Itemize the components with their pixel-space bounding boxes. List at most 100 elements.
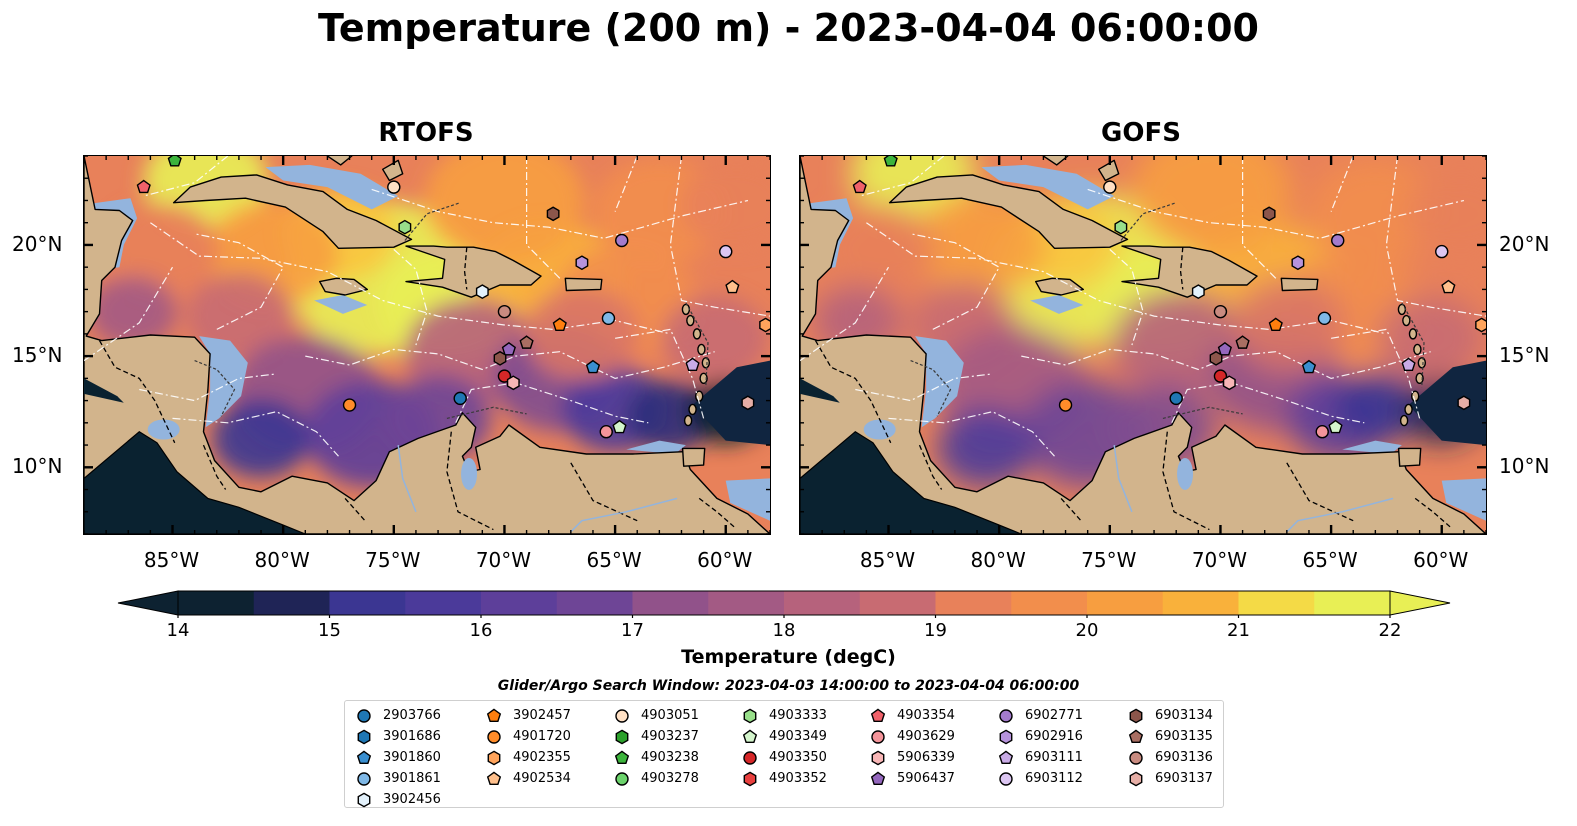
legend-item-4903278: 4903278	[613, 768, 699, 789]
hexagon-marker-icon	[487, 750, 501, 765]
legend-label: 4903278	[641, 771, 699, 786]
legend-label: 6903137	[1155, 771, 1213, 786]
lat-tick-label: 10°N	[12, 454, 63, 479]
legend-item-4903238: 4903238	[613, 747, 699, 768]
circle-marker-icon	[357, 708, 371, 723]
panel-title-gofs: GOFS	[1101, 118, 1181, 148]
float-marker-6902916	[575, 255, 589, 271]
float-marker-6903134	[493, 350, 507, 366]
float-marker-5906339	[506, 375, 520, 391]
circle-marker-icon	[487, 729, 501, 744]
lat-tick-label: 20°N	[12, 231, 63, 256]
float-marker-6903135	[519, 335, 534, 349]
legend-label: 3901686	[383, 729, 441, 744]
legend-item-3902456: 3902456	[355, 789, 441, 810]
legend-marker	[486, 708, 502, 722]
float-marker-6903112	[1435, 244, 1449, 259]
legend-marker	[871, 750, 885, 765]
hexagon-marker-icon	[999, 729, 1013, 744]
lat-tick-label: 15°N	[1499, 343, 1550, 368]
legend-label: 6903112	[1025, 771, 1083, 786]
legend-item-4903051: 4903051	[613, 705, 699, 726]
legend-item-4902355: 4902355	[485, 747, 571, 768]
legend-label: 4902534	[513, 771, 571, 786]
float-marker-6903136	[1213, 304, 1228, 319]
legend-item-6903134: 6903134	[1127, 705, 1213, 726]
float-marker-4903051	[387, 180, 401, 194]
float-marker-2903766	[453, 391, 467, 406]
float-marker-4903238	[883, 156, 898, 167]
float-marker-6903112	[719, 244, 733, 259]
legend-item-6903111: 6903111	[997, 747, 1083, 768]
pentagon-marker-icon	[486, 708, 502, 722]
float-marker-4902355	[1475, 317, 1486, 333]
float-marker-4903051	[1103, 180, 1117, 194]
float-marker-3901860	[1301, 359, 1317, 374]
legend-marker	[871, 729, 885, 744]
legend-marker	[743, 750, 757, 765]
float-marker-6903111	[1401, 357, 1416, 372]
legend-item-3901861: 3901861	[355, 768, 441, 789]
float-marker-6903134	[1262, 206, 1276, 222]
colorbar-tick-label: 21	[1227, 620, 1250, 641]
hexagon-marker-icon	[357, 729, 371, 744]
colorbar-tick-label: 22	[1378, 620, 1402, 641]
legend-label: 3902457	[513, 708, 571, 723]
legend-marker	[1129, 771, 1143, 786]
temperature-map-gofs	[800, 156, 1486, 534]
legend-marker	[1128, 729, 1144, 743]
map-panel-rtofs	[83, 155, 771, 535]
legend-item-6903137: 6903137	[1127, 768, 1213, 789]
pentagon-marker-icon	[870, 708, 886, 722]
legend-item-4903352: 4903352	[741, 768, 827, 789]
legend-marker	[1129, 708, 1143, 723]
legend-marker	[357, 771, 371, 786]
pentagon-marker-icon	[870, 771, 886, 785]
float-marker-4901720	[342, 398, 357, 412]
hexagon-marker-icon	[615, 729, 629, 744]
float-marker-4901720	[1058, 398, 1073, 412]
float-marker-3902457	[552, 317, 567, 332]
legend-item-4903349: 4903349	[741, 726, 827, 747]
float-marker-6903136	[497, 304, 512, 319]
float-marker-6903134	[1209, 350, 1223, 366]
lon-tick-label: 70°W	[475, 548, 532, 572]
lat-tick-label: 15°N	[12, 343, 63, 368]
float-marker-4902534	[725, 279, 740, 294]
legend-item-6903112: 6903112	[997, 768, 1083, 789]
legend-column: 2903766 3901686 3901860 3901861 3902456	[355, 705, 441, 810]
legend-label: 4903352	[769, 771, 827, 786]
legend-label: 4903354	[897, 708, 955, 723]
legend-item-4903237: 4903237	[613, 726, 699, 747]
legend-label: 6903135	[1155, 729, 1213, 744]
legend-label: 4903349	[769, 729, 827, 744]
legend-marker	[999, 771, 1013, 786]
lat-tick-label: 10°N	[1499, 454, 1550, 479]
lon-tick-label: 60°W	[1413, 548, 1469, 572]
legend-marker	[357, 792, 371, 807]
legend-column: 4903354 4903629 5906339 5906437	[869, 705, 955, 789]
legend-item-6903135: 6903135	[1127, 726, 1213, 747]
circle-marker-icon	[1129, 750, 1143, 765]
pentagon-marker-icon	[614, 750, 630, 764]
legend-item-3901686: 3901686	[355, 726, 441, 747]
legend-marker	[999, 729, 1013, 744]
legend-label: 6903111	[1025, 750, 1083, 765]
legend-item-6903136: 6903136	[1127, 747, 1213, 768]
lon-tick-label: 65°W	[1302, 548, 1358, 572]
legend-item-5906339: 5906339	[869, 747, 955, 768]
legend-label: 3901860	[383, 750, 441, 765]
legend-marker	[614, 750, 630, 764]
legend-marker	[870, 708, 886, 722]
panel-title-rtofs: RTOFS	[378, 118, 474, 148]
pentagon-marker-icon	[998, 750, 1014, 764]
colorbar-tick-label: 14	[166, 620, 190, 641]
circle-marker-icon	[743, 750, 757, 765]
float-marker-3901861	[1317, 311, 1332, 326]
hexagon-marker-icon	[1129, 771, 1143, 786]
legend-marker	[999, 708, 1013, 723]
colorbar-label: Temperature (degC)	[681, 646, 896, 668]
circle-marker-icon	[999, 708, 1013, 723]
float-marker-5906437	[1217, 341, 1232, 356]
circle-marker-icon	[357, 771, 371, 786]
